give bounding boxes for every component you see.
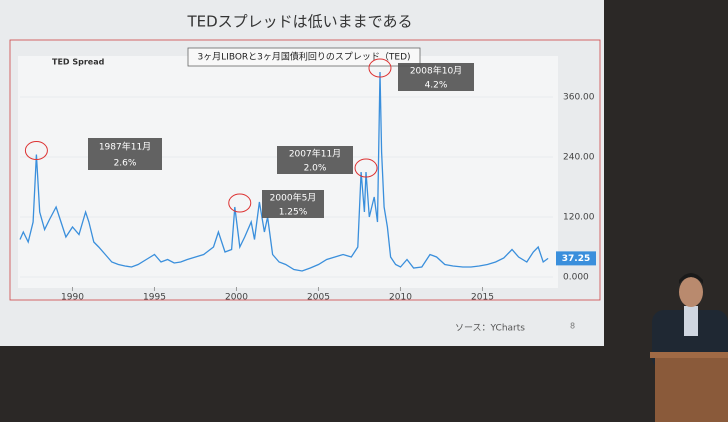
annotation-text: 2008年10月 xyxy=(410,65,462,77)
series-line xyxy=(19,71,549,272)
annotation-circle xyxy=(228,193,252,213)
speaker-hair xyxy=(679,273,703,284)
annotation-circle xyxy=(24,141,48,160)
annotation-text: 2.0% xyxy=(304,164,327,174)
y-tick-label: 360.00 xyxy=(563,93,595,103)
annotation-text: 2.6% xyxy=(114,159,137,169)
x-tick-label: 1990 xyxy=(61,293,84,303)
x-tick-label: 2000 xyxy=(225,293,248,303)
annotation-text: 4.2% xyxy=(425,81,448,91)
annotation-text: 2007年11月 xyxy=(289,148,341,160)
y-tick-label: 120.00 xyxy=(563,213,595,223)
chart-frame xyxy=(9,39,601,301)
page-number: 8 xyxy=(570,322,575,331)
last-value-box xyxy=(556,251,596,266)
last-value-label: 37.25 xyxy=(562,254,590,264)
podium-top xyxy=(650,352,728,358)
annotation-text: 1987年11月 xyxy=(99,141,151,153)
y-tick-label: 240.00 xyxy=(563,153,595,163)
x-tick-label: 1995 xyxy=(143,293,166,303)
slide-title: TEDスプレッドは低いままである xyxy=(186,13,412,31)
x-tick-label: 2005 xyxy=(307,293,330,303)
annotation-text: 2000年5月 xyxy=(270,192,317,204)
annotation-circle xyxy=(368,58,392,78)
source: ソース：YCharts xyxy=(455,324,525,334)
x-tick-label: 2010 xyxy=(389,293,412,303)
speaker-shirt xyxy=(684,306,698,336)
y-tick-label: 0.000 xyxy=(563,273,589,283)
subtitle: 3ヶ月LIBORと3ヶ月国債利回りのスプレッド（TED) xyxy=(197,51,410,63)
annotation-box xyxy=(262,190,324,218)
speaker-head xyxy=(679,277,703,307)
speaker xyxy=(650,273,728,422)
annotation-circle xyxy=(354,158,378,178)
annotation-box xyxy=(88,138,162,170)
annotation-box xyxy=(277,146,353,174)
annotation-text: 1.25% xyxy=(279,208,308,218)
annotation-box xyxy=(398,63,474,91)
chart-label: TED Spread xyxy=(52,58,105,67)
subtitle-box xyxy=(187,47,421,67)
podium xyxy=(655,355,728,422)
x-tick-label: 2015 xyxy=(471,293,494,303)
